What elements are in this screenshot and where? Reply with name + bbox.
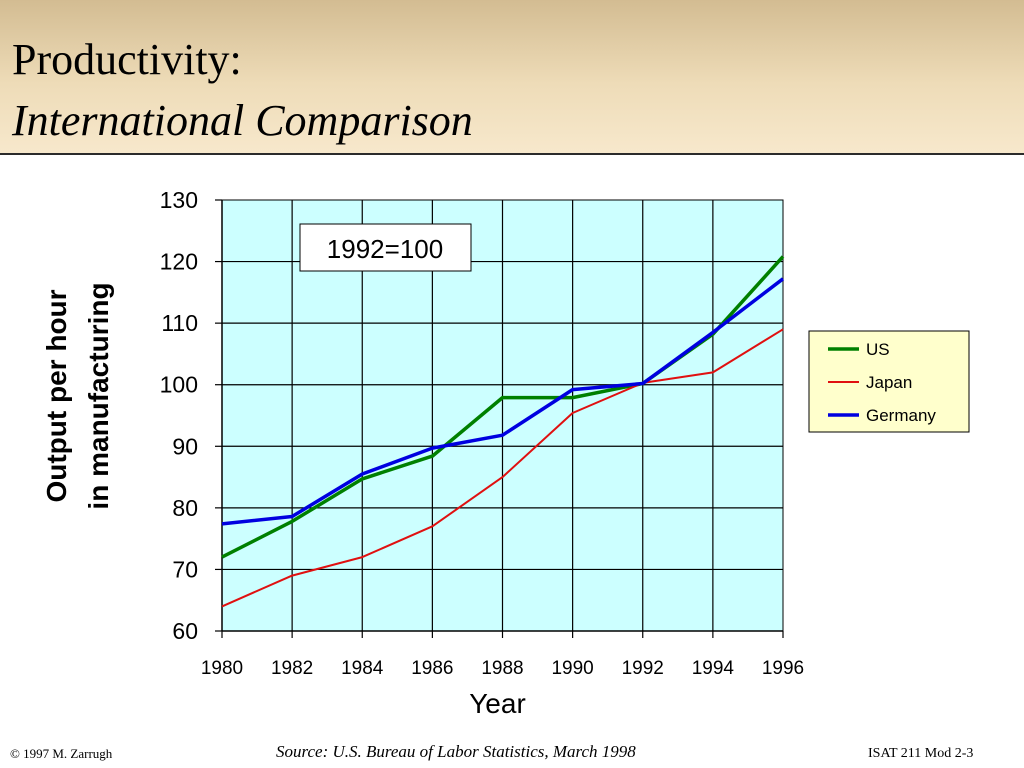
y-axis-label-line1: Output per hour (41, 289, 72, 502)
y-tick-label: 100 (160, 372, 198, 398)
x-tick-label: 1986 (411, 658, 453, 679)
y-tick-label: 90 (172, 433, 198, 459)
slide-header: Productivity: International Comparison (0, 0, 1024, 155)
slide-subtitle: International Comparison (12, 96, 473, 145)
y-tick-label: 80 (172, 495, 198, 521)
annotation-text: 1992=100 (327, 234, 443, 264)
y-axis-label-line2: in manufacturing (83, 282, 114, 509)
x-tick-label: 1982 (271, 658, 313, 679)
x-tick-label: 1990 (551, 658, 593, 679)
y-tick-label: 70 (172, 556, 198, 582)
x-tick-label: 1984 (341, 658, 384, 679)
y-tick-label: 120 (160, 249, 198, 275)
y-tick-label: 110 (161, 310, 198, 336)
y-tick-label: 60 (172, 618, 198, 644)
footer-source: Source: U.S. Bureau of Labor Statistics,… (276, 742, 636, 761)
annotation-box (299, 223, 472, 272)
x-tick-label: 1996 (762, 658, 804, 679)
series-line-japan (221, 328, 784, 608)
slide-title: Productivity: (12, 35, 242, 84)
footer-slide-id: ISAT 211 Mod 2-3 (868, 746, 974, 761)
y-tick-label: 130 (160, 187, 198, 213)
series-line-germany (221, 277, 785, 526)
x-axis-label: Year (469, 688, 526, 719)
legend-label-us: US (866, 340, 890, 359)
footer-copyright: © 1997 M. Zarrugh (10, 746, 113, 761)
x-tick-label: 1994 (692, 658, 735, 679)
legend-label-japan: Japan (866, 373, 912, 392)
x-tick-label: 1992 (622, 658, 664, 679)
x-tick-label: 1988 (481, 658, 523, 679)
legend-label-germany: Germany (866, 406, 936, 425)
x-tick-label: 1980 (201, 658, 243, 679)
